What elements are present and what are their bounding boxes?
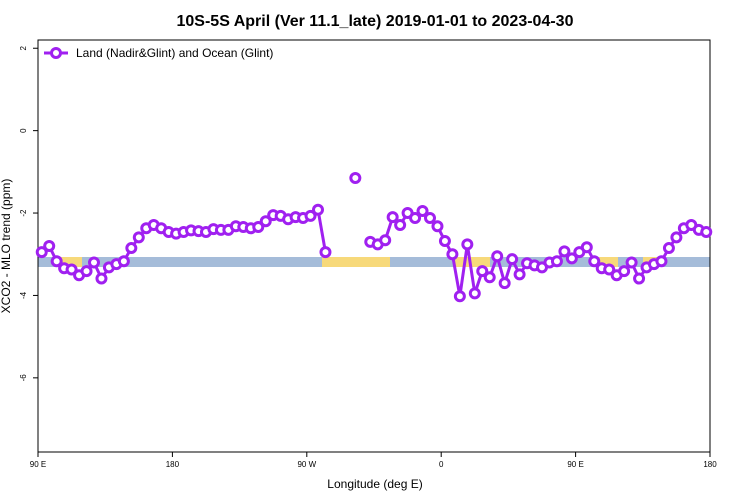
data-point xyxy=(655,255,668,268)
data-point xyxy=(565,252,578,265)
data-point xyxy=(379,234,392,247)
data-point xyxy=(117,255,130,268)
data-point xyxy=(312,203,324,216)
land-band xyxy=(322,257,390,267)
data-point xyxy=(618,265,631,278)
x-tick-label: 180 xyxy=(166,460,180,469)
legend-label: Land (Nadir&Glint) and Ocean (Glint) xyxy=(76,46,273,60)
y-tick-label: 2 xyxy=(19,45,28,50)
land-band xyxy=(455,257,490,267)
legend: Land (Nadir&Glint) and Ocean (Glint) xyxy=(44,46,273,60)
x-tick-label: 90 W xyxy=(297,460,316,469)
data-point xyxy=(580,241,593,254)
data-point xyxy=(670,231,683,244)
x-tick-label: 90 E xyxy=(30,460,46,469)
data-point xyxy=(416,204,429,217)
data-point xyxy=(662,242,675,255)
data-point xyxy=(446,248,459,261)
data-point xyxy=(550,255,563,268)
x-axis-label: Longitude (deg E) xyxy=(327,477,422,491)
data-point xyxy=(453,290,466,303)
data-point xyxy=(409,211,422,224)
data-point xyxy=(625,256,638,269)
land-band xyxy=(596,257,618,267)
y-tick-label: -4 xyxy=(19,291,28,299)
x-tick-label: 0 xyxy=(439,460,444,469)
data-point xyxy=(50,255,63,268)
data-point xyxy=(588,255,601,268)
data-point xyxy=(633,272,646,285)
data-point xyxy=(43,240,56,252)
data-point xyxy=(35,246,48,259)
y-axis-label: XCO2 - MLO trend (ppm) xyxy=(0,179,13,314)
data-point xyxy=(506,253,519,266)
data-point xyxy=(431,220,444,233)
data-point xyxy=(88,256,100,269)
data-point xyxy=(483,271,496,284)
chart-title: 10S-5S April (Ver 11.1_late) 2019-01-01 … xyxy=(177,13,574,30)
data-point xyxy=(476,265,489,278)
data-point xyxy=(394,218,407,231)
data-point xyxy=(349,172,362,185)
data-point xyxy=(386,211,399,224)
legend-marker xyxy=(50,47,62,59)
data-point xyxy=(438,235,451,248)
data-point xyxy=(468,287,481,300)
data-point xyxy=(259,215,272,228)
plot-frame xyxy=(37,39,711,453)
data-point xyxy=(125,242,138,255)
data-point xyxy=(558,245,571,258)
data-point xyxy=(65,263,78,276)
y-tick-label: -2 xyxy=(19,209,28,217)
data-point xyxy=(95,272,108,285)
data-point xyxy=(319,246,332,259)
x-tick-label: 90 E xyxy=(567,460,583,469)
y-tick-label: -6 xyxy=(19,374,28,382)
data-point xyxy=(132,231,145,244)
data-point xyxy=(252,221,265,234)
data-point xyxy=(461,238,474,251)
data-point xyxy=(80,265,93,278)
data-point xyxy=(491,250,504,263)
land-band xyxy=(60,257,82,267)
data-point xyxy=(603,263,616,276)
x-tick-label: 180 xyxy=(703,460,717,469)
data-point xyxy=(498,277,511,290)
data-point xyxy=(700,225,713,238)
data-point xyxy=(513,268,526,281)
series-line xyxy=(40,208,707,298)
data-point xyxy=(304,209,317,222)
y-tick-label: 0 xyxy=(19,128,28,133)
data-point xyxy=(424,211,436,224)
